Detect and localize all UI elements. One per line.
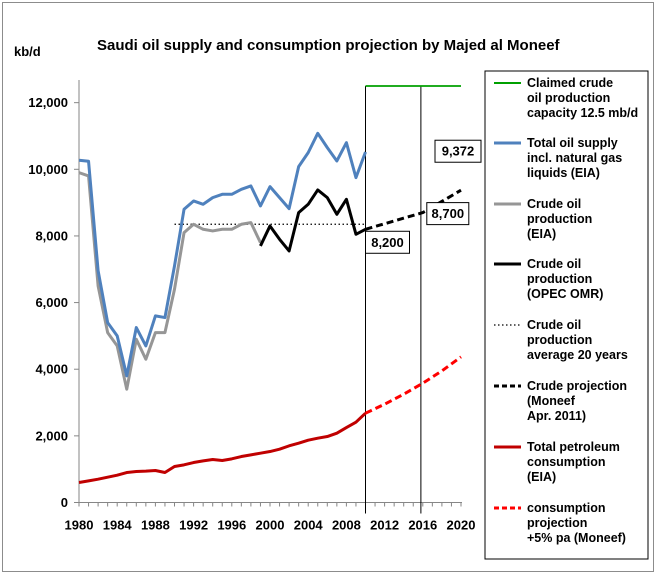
legend-label: (EIA) xyxy=(527,470,556,484)
legend-label: (OPEC OMR) xyxy=(527,287,603,301)
annotation-label: 9,372 xyxy=(442,144,475,159)
legend-label: capacity 12.5 mb/d xyxy=(527,106,638,120)
legend-label: (EIA) xyxy=(527,227,556,241)
legend-label: Claimed crude xyxy=(527,76,613,90)
y-axis-unit-label: kb/d xyxy=(14,44,41,59)
series-line-6 xyxy=(78,412,367,484)
annotation-layer: 9,372 8,700 8,200 xyxy=(365,139,482,254)
legend-label: consumption xyxy=(527,455,605,469)
legend-label: incl. natural gas xyxy=(527,151,622,165)
annotation-box xyxy=(434,139,482,163)
series-line-5 xyxy=(365,188,462,231)
x-tick-label: 1992 xyxy=(179,518,208,533)
annotation-label: 8,700 xyxy=(432,206,465,221)
legend-label: (Moneef xyxy=(527,394,576,408)
legend-label: liquids (EIA) xyxy=(527,166,600,180)
annotation-label: 8,200 xyxy=(371,235,404,250)
y-tick-label: 0 xyxy=(61,495,68,510)
x-tick-label: 1996 xyxy=(217,518,246,533)
y-tick-label: 8,000 xyxy=(35,228,68,243)
x-tick-label: 2016 xyxy=(408,518,437,533)
y-tick-label: 12,000 xyxy=(28,95,68,110)
legend-label: Crude projection xyxy=(527,379,627,393)
y-tick-label: 6,000 xyxy=(35,295,68,310)
legend-label: projection xyxy=(527,516,587,530)
x-tick-label: 2000 xyxy=(256,518,285,533)
y-tick-label: 4,000 xyxy=(35,362,68,377)
series-layer xyxy=(78,85,462,484)
y-tick-label: 10,000 xyxy=(28,162,68,177)
series-line-1 xyxy=(78,131,367,378)
legend-label: Crude oil xyxy=(527,318,581,332)
legend-label: production xyxy=(527,272,592,286)
annotation-box xyxy=(426,202,470,226)
legend-label: consumption xyxy=(527,501,605,515)
x-tick-label: 2020 xyxy=(447,518,476,533)
x-tick-label: 1984 xyxy=(103,518,133,533)
legend-label: oil production xyxy=(527,91,610,105)
legend-label: Crude oil xyxy=(527,197,581,211)
legend-label: Apr. 2011) xyxy=(527,409,586,423)
chart-title: Saudi oil supply and consumption project… xyxy=(97,37,561,54)
legend-label: average 20 years xyxy=(527,348,628,362)
y-tick-label: 2,000 xyxy=(35,428,68,443)
x-tick-label: 2008 xyxy=(332,518,361,533)
legend-label: +5% pa (Moneef) xyxy=(527,531,626,545)
annotation-box xyxy=(365,230,410,254)
legend-label: production xyxy=(527,333,592,347)
axes-layer: 0 2,000 4,000 6,000 8,000 10,000 12,000 1980 198… xyxy=(28,80,475,533)
legend-label: Total oil supply xyxy=(527,136,618,150)
series-line-3 xyxy=(259,188,367,253)
x-tick-label: 1988 xyxy=(141,518,170,533)
series-line-2 xyxy=(78,171,262,391)
legend-label: production xyxy=(527,212,592,226)
legend-label: Crude oil xyxy=(527,257,581,271)
x-tick-label: 2012 xyxy=(370,518,399,533)
x-tick-label: 1980 xyxy=(65,518,94,533)
series-line-7 xyxy=(364,355,462,415)
legend-label: Total petroleum xyxy=(527,440,620,454)
x-tick-label: 2004 xyxy=(294,518,324,533)
legend-box xyxy=(484,70,649,560)
